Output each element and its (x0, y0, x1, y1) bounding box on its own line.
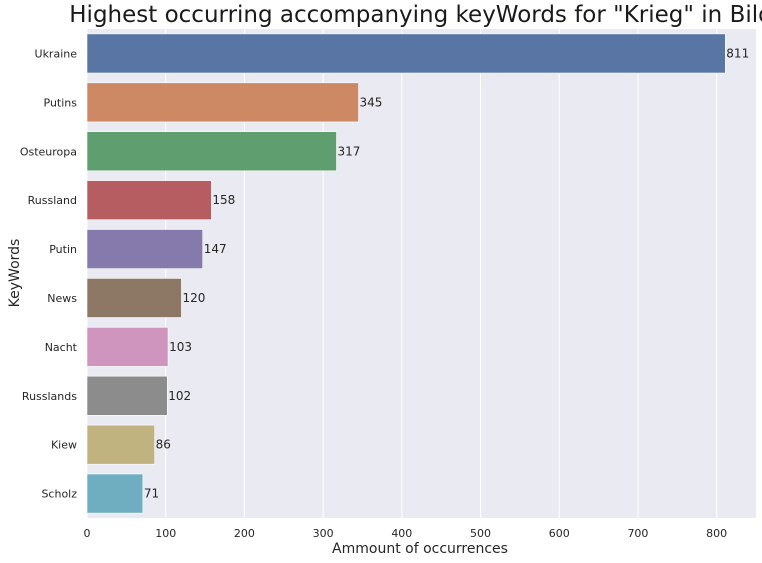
bars (86, 33, 726, 514)
x-tick-label: 200 (234, 527, 255, 540)
y-tick-label: Ukraine (35, 47, 78, 60)
y-tick-label: Nacht (45, 341, 78, 354)
value-label: 811 (726, 46, 749, 60)
value-label: 71 (144, 487, 159, 501)
value-label: 345 (360, 95, 383, 109)
x-tick-label: 800 (706, 527, 727, 540)
x-tick-label: 600 (549, 527, 570, 540)
x-tick-label: 700 (627, 527, 648, 540)
bar-nacht (86, 326, 169, 367)
x-tick-label: 500 (470, 527, 491, 540)
chart-title: Highest occurring accompanying keyWords … (69, 2, 762, 28)
y-tick-label: Russlands (22, 390, 77, 403)
value-label: 103 (169, 340, 192, 354)
y-tick-label: Scholz (41, 488, 77, 501)
y-tick-labels: Ukraine Putins Osteuropa Russland Putin News N… (20, 47, 78, 500)
bar-scholz (86, 473, 144, 514)
y-axis-label: KeyWords (7, 239, 23, 308)
x-tick-labels: 0 100 200 300 400 500 600 700 800 (84, 527, 728, 540)
value-label: 102 (168, 389, 191, 403)
value-label: 158 (212, 193, 235, 207)
x-tick-label: 300 (313, 527, 334, 540)
bar-putin (86, 229, 203, 269)
y-tick-label: Putin (49, 243, 77, 256)
y-tick-label: Osteuropa (20, 145, 77, 158)
y-tick-label: Russland (28, 194, 77, 207)
bar-kiew (86, 424, 155, 465)
y-tick-label: Kiew (51, 439, 77, 452)
value-label: 317 (337, 144, 360, 158)
y-tick-label: Putins (44, 96, 78, 109)
value-label: 120 (182, 291, 205, 305)
bar-putins (86, 82, 359, 123)
value-labels: 811 345 317 158 147 120 103 102 86 71 (144, 46, 749, 500)
bar-russlands (86, 375, 168, 416)
y-tick-label: News (47, 292, 77, 305)
bar-russland (86, 180, 212, 221)
bar-ukraine (86, 33, 726, 74)
value-label: 147 (204, 242, 227, 256)
value-label: 86 (156, 438, 171, 452)
bar-osteuropa (86, 131, 337, 172)
bar-news (86, 278, 182, 318)
x-tick-label: 0 (84, 527, 91, 540)
x-axis-label: Ammount of occurrences (332, 541, 508, 557)
x-tick-label: 100 (155, 527, 176, 540)
x-tick-label: 400 (391, 527, 412, 540)
